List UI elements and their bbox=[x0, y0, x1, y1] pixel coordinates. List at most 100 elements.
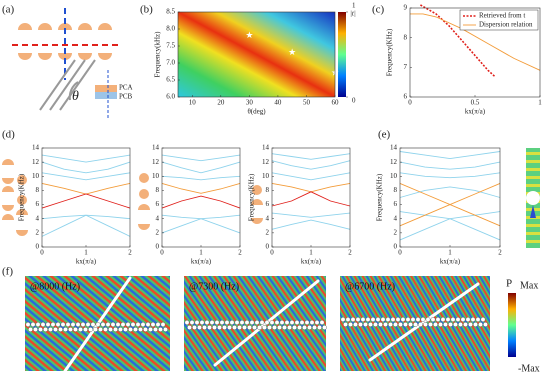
hole bbox=[73, 327, 78, 332]
hole bbox=[350, 317, 356, 322]
colorbar-min: -Max bbox=[518, 363, 540, 374]
x-axis-label: kx(π/a) bbox=[465, 108, 486, 116]
hole bbox=[282, 325, 287, 330]
hole bbox=[317, 325, 322, 330]
y-tick-label: 7.0 bbox=[166, 59, 175, 67]
hole bbox=[383, 322, 388, 327]
hole bbox=[130, 322, 136, 327]
colorbar-max: Max bbox=[520, 280, 538, 291]
hole bbox=[267, 325, 272, 330]
panel-label: (b) bbox=[140, 4, 153, 16]
hole bbox=[58, 327, 63, 332]
hole bbox=[428, 322, 433, 327]
hole bbox=[199, 320, 205, 325]
plot-frame bbox=[177, 11, 336, 98]
hole bbox=[307, 325, 312, 330]
hole bbox=[277, 325, 282, 330]
series-line bbox=[399, 172, 501, 179]
hole bbox=[355, 317, 361, 322]
y-tick-label: 7 bbox=[404, 63, 408, 71]
hole bbox=[214, 320, 220, 325]
x-axis-label: θ(deg) bbox=[247, 108, 266, 116]
y-tick-label: 14 bbox=[390, 144, 398, 152]
series-line bbox=[161, 161, 241, 174]
plot-frame bbox=[41, 147, 131, 248]
x-tick-label: 0 bbox=[398, 249, 402, 257]
hole bbox=[88, 327, 93, 332]
hole bbox=[458, 322, 463, 327]
y-tick-label: 12 bbox=[32, 158, 40, 166]
hole bbox=[353, 322, 358, 327]
series-line bbox=[271, 172, 351, 181]
hole bbox=[287, 325, 292, 330]
hole bbox=[375, 317, 381, 322]
hole bbox=[378, 322, 383, 327]
y-tick-label: 10 bbox=[262, 172, 270, 180]
hole bbox=[254, 320, 260, 325]
hole bbox=[448, 322, 453, 327]
y-axis-label: Frequency(KHz) bbox=[386, 28, 394, 76]
hole bbox=[222, 325, 227, 330]
frequency-label: @6700 (Hz) bbox=[345, 281, 395, 292]
hole bbox=[78, 327, 83, 332]
hole bbox=[160, 322, 166, 327]
hole bbox=[110, 322, 116, 327]
hole bbox=[80, 322, 86, 327]
x-tick-label: 1 bbox=[84, 249, 88, 257]
x-tick-label: 2 bbox=[348, 249, 352, 257]
hole bbox=[105, 322, 111, 327]
hole bbox=[345, 317, 351, 322]
hole bbox=[252, 325, 257, 330]
hole bbox=[455, 317, 461, 322]
hole bbox=[249, 320, 255, 325]
x-tick-label: 1 bbox=[309, 249, 313, 257]
series-line bbox=[271, 153, 351, 160]
y-tick-label: 6 bbox=[156, 200, 160, 208]
x-tick-label: 1 bbox=[199, 249, 203, 257]
hole bbox=[204, 320, 210, 325]
hole bbox=[60, 322, 66, 327]
star-marker: ★ bbox=[245, 30, 253, 40]
y-tick-label: 9 bbox=[404, 4, 408, 12]
y-tick-label: 10 bbox=[32, 172, 40, 180]
hole bbox=[150, 322, 156, 327]
colorbar-tick-label: 1 bbox=[352, 2, 356, 10]
hole bbox=[312, 325, 317, 330]
hole bbox=[380, 317, 386, 322]
hole bbox=[98, 327, 103, 332]
hole bbox=[390, 317, 396, 322]
y-axis-label: Frequency(KHz) bbox=[18, 173, 26, 221]
hole bbox=[440, 317, 446, 322]
hole bbox=[95, 322, 101, 327]
hole bbox=[322, 325, 327, 330]
schematic bbox=[12, 8, 118, 118]
hole bbox=[75, 322, 81, 327]
series-line bbox=[399, 186, 501, 198]
hole bbox=[83, 327, 88, 332]
hole bbox=[363, 322, 368, 327]
hole bbox=[443, 322, 448, 327]
hole bbox=[420, 317, 426, 322]
hole bbox=[468, 322, 473, 327]
hole bbox=[133, 327, 138, 332]
y-tick-label: 4 bbox=[36, 214, 40, 222]
x-tick-label: 0 bbox=[40, 249, 44, 257]
x-tick-label: 40 bbox=[274, 99, 282, 107]
hole bbox=[473, 322, 478, 327]
hole bbox=[425, 317, 431, 322]
y-tick-label: 6 bbox=[394, 200, 398, 208]
hole bbox=[48, 327, 53, 332]
hole bbox=[55, 322, 61, 327]
hole bbox=[115, 322, 121, 327]
hole bbox=[400, 317, 406, 322]
hole bbox=[138, 327, 143, 332]
hole bbox=[430, 317, 436, 322]
hole bbox=[274, 320, 280, 325]
colorbar-tick-label: 0 bbox=[352, 97, 356, 105]
x-axis-label: kx(π/a) bbox=[191, 258, 212, 266]
y-tick-label: 2 bbox=[156, 228, 160, 236]
hole bbox=[85, 322, 91, 327]
y-tick-label: 2 bbox=[36, 228, 40, 236]
series-line bbox=[399, 218, 501, 241]
hole bbox=[413, 322, 418, 327]
